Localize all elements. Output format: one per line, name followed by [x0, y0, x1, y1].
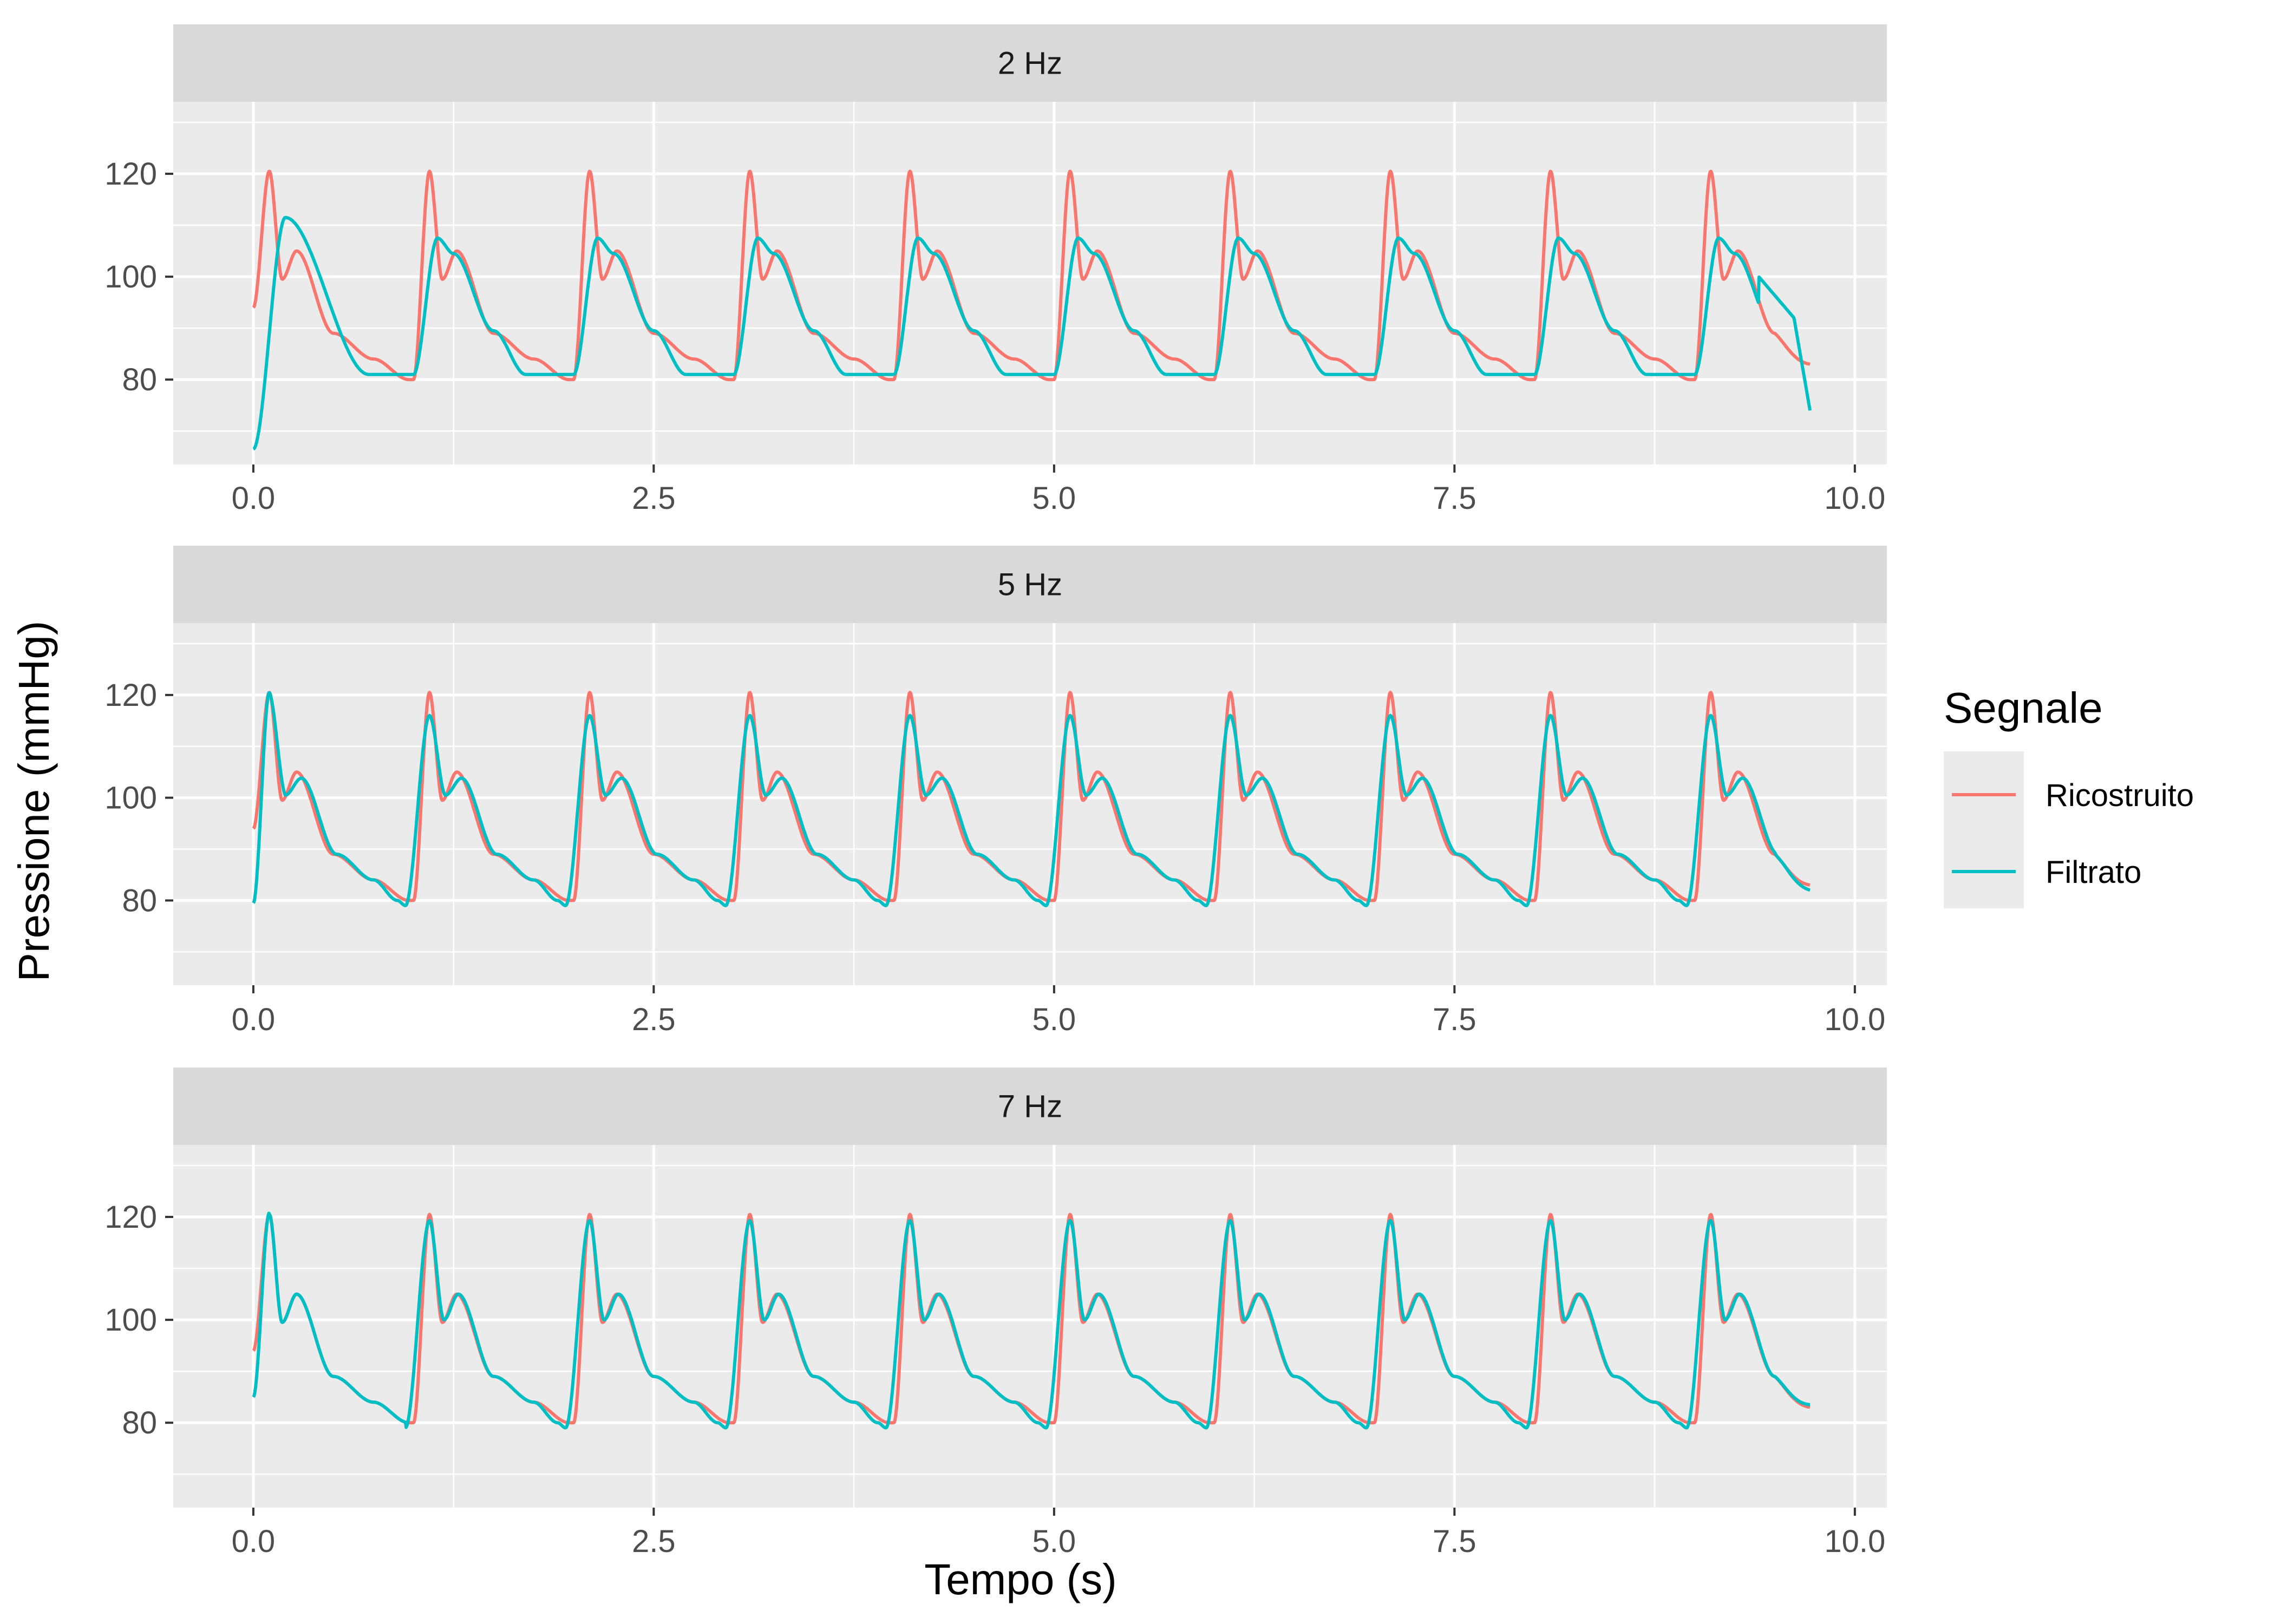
- series-line-filtrato: [252, 691, 1811, 907]
- facet-strip: [173, 1068, 1887, 1145]
- y-tick-label: 100: [104, 781, 157, 816]
- panel-background: [173, 1145, 1887, 1508]
- x-tick-label: 5.0: [1033, 481, 1076, 516]
- y-tick-label: 120: [104, 678, 157, 713]
- x-tick-label: 2.5: [632, 1524, 676, 1559]
- legend-title: Segnale: [1944, 684, 2103, 732]
- facet-panel-5-hz: 5 Hz 0.0 2.5 5.0 7.5 10.0 80 100 120: [104, 546, 1887, 1037]
- facet-strip-label: 5 Hz: [998, 567, 1062, 603]
- x-tick-label: 7.5: [1433, 481, 1476, 516]
- series-line-filtrato: [252, 215, 1812, 451]
- facet-strip: [173, 546, 1887, 623]
- y-tick-label: 80: [122, 362, 157, 397]
- facet-panel-7-hz: 7 Hz 0.0 2.5 5.0 7.5 10.0 80 100 120: [104, 1068, 1887, 1559]
- x-tick-label: 5.0: [1033, 1524, 1076, 1559]
- y-tick-label: 100: [104, 1302, 157, 1338]
- y-tick-label: 120: [104, 1200, 157, 1235]
- x-tick-label: 10.0: [1824, 481, 1885, 516]
- legend-label-filtrato: Filtrato: [2046, 855, 2141, 890]
- panels: 2 Hz 0.0 2.5 5.0 7.5 10.0 80 100 120 5 Hz 0.0 2.5 5.…: [104, 24, 1887, 1559]
- y-tick-label: 120: [104, 156, 157, 192]
- x-tick-label: 0.0: [232, 481, 276, 516]
- y-axis-title: Pressione (mmHg): [10, 621, 58, 982]
- x-tick-label: 10.0: [1824, 1524, 1885, 1559]
- x-tick-label: 2.5: [632, 481, 676, 516]
- facet-strip: [173, 24, 1887, 102]
- legend: Segnale Ricostruito Filtrato: [1944, 684, 2194, 908]
- x-tick-label: 5.0: [1033, 1002, 1076, 1037]
- legend-label-ricostruito: Ricostruito: [2046, 778, 2194, 813]
- x-axis-title: Tempo (s): [924, 1555, 1117, 1603]
- x-tick-label: 0.0: [232, 1002, 276, 1037]
- series-line-ricostruito: [252, 169, 1811, 382]
- y-tick-label: 100: [104, 259, 157, 294]
- x-tick-label: 7.5: [1433, 1002, 1476, 1037]
- y-tick-label: 80: [122, 1405, 157, 1440]
- x-tick-label: 7.5: [1433, 1524, 1476, 1559]
- y-tick-label: 80: [122, 883, 157, 918]
- facet-panel-2-hz: 2 Hz 0.0 2.5 5.0 7.5 10.0 80 100 120: [104, 24, 1887, 516]
- facet-strip-label: 2 Hz: [998, 46, 1062, 81]
- x-tick-label: 0.0: [232, 1524, 276, 1559]
- x-tick-label: 10.0: [1824, 1002, 1885, 1037]
- x-tick-label: 2.5: [632, 1002, 676, 1037]
- panel-background: [173, 623, 1887, 985]
- legend-key-background: [1944, 751, 2024, 908]
- panel-background: [173, 102, 1887, 464]
- facet-strip-label: 7 Hz: [998, 1089, 1062, 1124]
- series-line-filtrato: [252, 1212, 1811, 1430]
